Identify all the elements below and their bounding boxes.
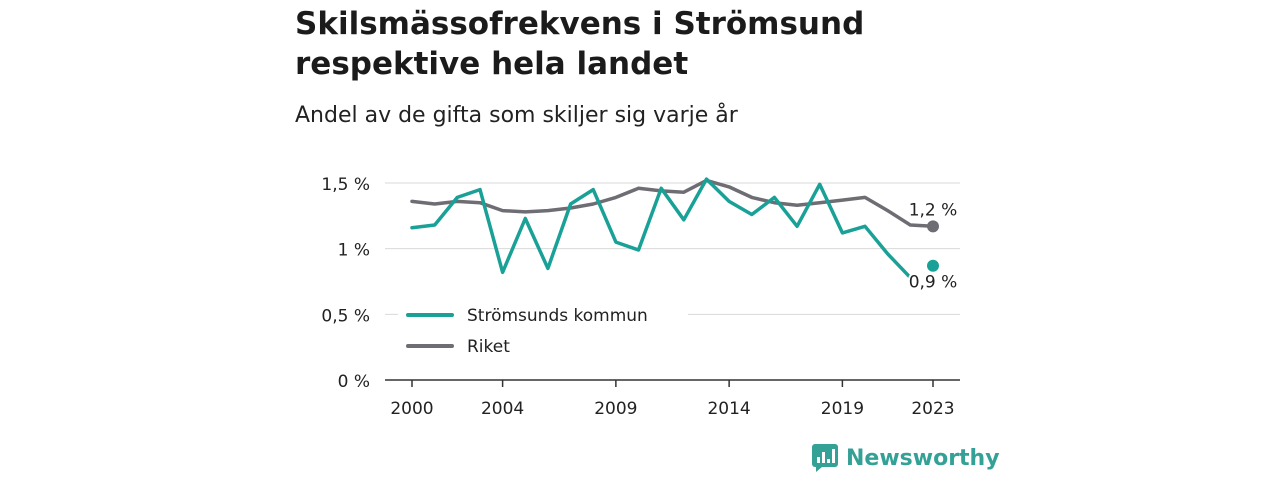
x-tick-label: 2004	[481, 399, 524, 419]
chart-subtitle: Andel av de gifta som skiljer sig varje …	[295, 103, 738, 128]
y-tick-label: 0,5 %	[321, 306, 370, 326]
x-tick-label: 2019	[821, 399, 864, 419]
x-tick-label: 2000	[390, 399, 433, 419]
end-label-riket: 1,2 %	[909, 200, 958, 220]
legend-item-stromsund-label: Strömsunds kommun	[467, 306, 648, 326]
series-endpoint-riket	[927, 220, 939, 233]
brand: Newsworthy	[812, 444, 1000, 472]
y-tick-label: 1,5 %	[321, 175, 370, 195]
series-line-stromsund	[410, 177, 913, 280]
x-tick-label: 2009	[594, 399, 637, 419]
brand-name: Newsworthy	[846, 445, 1000, 471]
x-tick-label: 2023	[911, 399, 954, 419]
y-tick-label: 0 %	[338, 372, 370, 392]
series-line-riket	[410, 178, 935, 229]
x-tick-label: 2014	[707, 399, 750, 419]
end-label-stromsund: 0,9 %	[909, 273, 958, 293]
chart-title: Skilsmässofrekvens i Strömsund respektiv…	[295, 6, 865, 82]
newsworthy-logo-icon	[812, 444, 838, 472]
y-tick-label: 1 %	[338, 241, 370, 261]
line-chart: 0 % 0,5 % 1 % 1,5 % 2000 2004 2009 2014 2019 2023…	[321, 175, 960, 419]
legend-item-riket-label: Riket	[467, 337, 510, 357]
series-endpoint-stromsund	[927, 259, 939, 272]
